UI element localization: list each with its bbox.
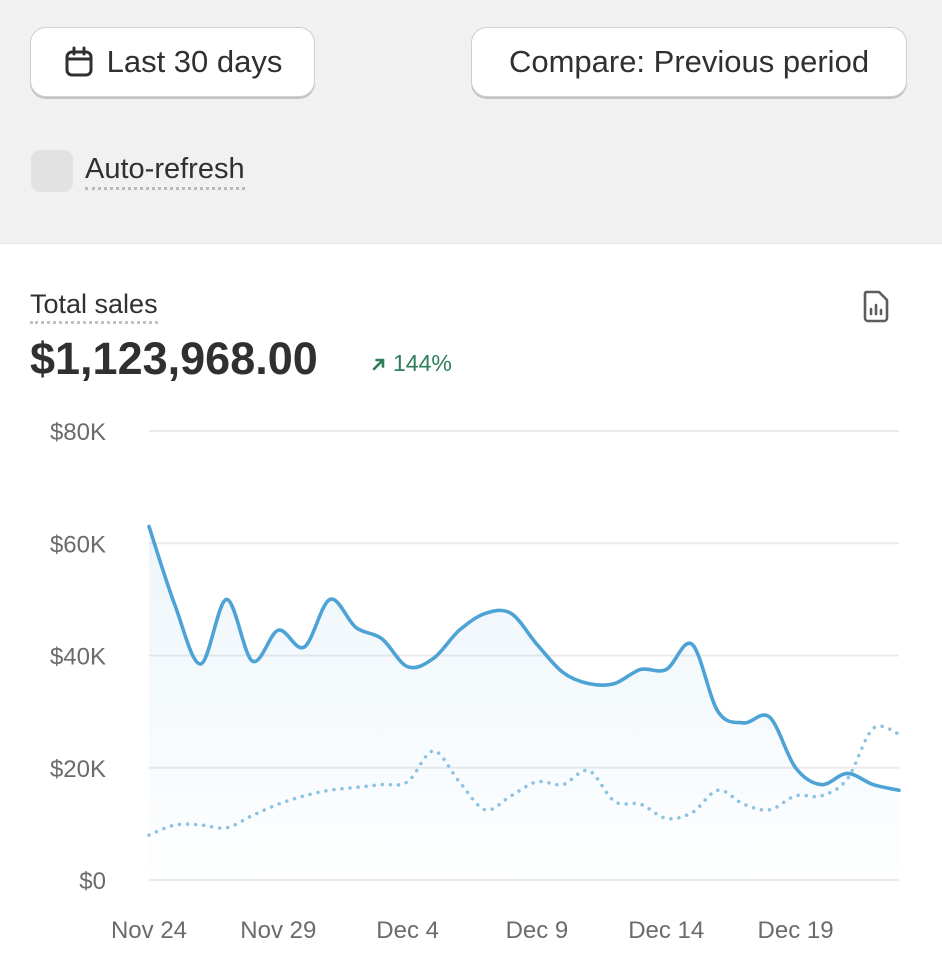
y-tick-label: $80K [50, 419, 106, 446]
report-icon[interactable] [858, 288, 894, 324]
total-sales-value: $1,123,968.00 [30, 333, 318, 384]
current-period-area [149, 526, 899, 880]
auto-refresh-label[interactable]: Auto-refresh [85, 153, 245, 190]
arrow-up-right-icon [371, 356, 387, 372]
compare-label: Compare: Previous period [508, 44, 870, 79]
y-tick-label: $40K [50, 644, 106, 671]
card-title[interactable]: Total sales [30, 289, 158, 324]
x-tick-label: Dec 19 [758, 917, 834, 944]
auto-refresh-row: Auto-refresh [31, 150, 245, 192]
auto-refresh-checkbox[interactable] [31, 150, 73, 192]
change-percent: 144% [393, 350, 452, 376]
x-tick-label: Nov 29 [240, 917, 316, 944]
x-tick-label: Nov 24 [111, 917, 187, 944]
x-tick-label: Dec 9 [506, 917, 569, 944]
x-tick-label: Dec 14 [628, 917, 704, 944]
y-tick-label: $20K [50, 756, 106, 783]
date-range-label: Last 30 days [106, 44, 283, 79]
y-tick-label: $0 [79, 868, 106, 895]
change-badge: 144% [371, 350, 452, 377]
sales-line-chart: $0 $20K $40K $60K $80K Nov 24 Nov 29 Dec 4 Dec 9… [50, 419, 901, 944]
calendar-icon [63, 46, 95, 78]
x-tick-label: Dec 4 [376, 917, 439, 944]
y-tick-label: $60K [50, 531, 106, 558]
date-range-button[interactable]: Last 30 days [30, 27, 315, 97]
compare-button[interactable]: Compare: Previous period [471, 27, 907, 97]
filter-toolbar: Last 30 days Compare: Previous period Au… [0, 0, 942, 244]
